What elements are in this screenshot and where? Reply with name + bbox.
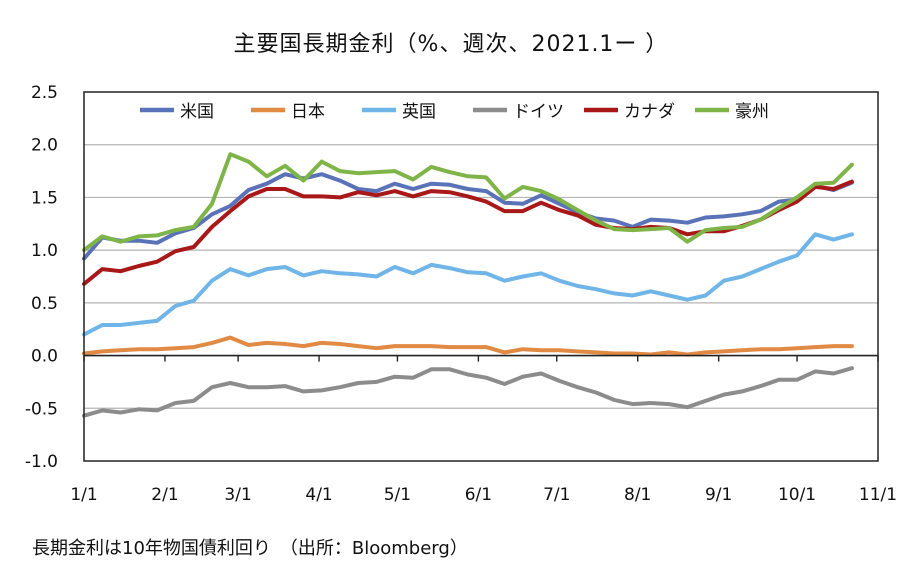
- legend-label-3: 英国: [402, 102, 436, 122]
- y-tick-label: 1.0: [31, 241, 58, 261]
- legend: 米国 日本 英国 ドイツ カナダ 豪州: [140, 101, 769, 122]
- x-tick-label: 2/1: [151, 485, 178, 505]
- x-tick-label: 10/1: [778, 485, 816, 505]
- x-tick-label: 9/1: [705, 485, 732, 505]
- legend-label-5: カナダ: [624, 102, 675, 122]
- y-tick-label: 2.5: [31, 83, 58, 103]
- plot-border: [83, 91, 879, 462]
- x-tick-label: 6/1: [465, 485, 492, 505]
- series-line-5: [82, 179, 854, 286]
- x-tick-label: 5/1: [384, 485, 411, 505]
- series-line-1: [82, 172, 854, 261]
- line-chart: 2.5 2.0 1.5 1.0 0.5 0.0 -0.5 -1.0 1/1 2/1 3/1 4/1 5…: [25, 83, 897, 505]
- x-tick-label: 11/1: [859, 485, 897, 505]
- y-tick-label: 0.0: [31, 347, 58, 367]
- legend-label-4: ドイツ: [513, 102, 564, 122]
- legend-label-1: 米国: [180, 102, 214, 122]
- series-line-4: [82, 366, 854, 418]
- plot-frame: [83, 91, 879, 462]
- gridlines: [84, 144, 878, 409]
- y-tick-label: -1.0: [25, 452, 58, 472]
- y-tick-label: -0.5: [25, 399, 58, 419]
- y-tick-label: 0.5: [31, 294, 58, 314]
- y-axis-tick-labels: 2.5 2.0 1.5 1.0 0.5 0.0 -0.5 -1.0: [25, 83, 58, 472]
- chart-footnote: 長期金利は10年物国債利回り （出所：Bloomberg）: [32, 538, 468, 559]
- x-tick-label: 1/1: [70, 485, 97, 505]
- series-lines: [82, 152, 854, 418]
- x-tick-label: 4/1: [305, 485, 332, 505]
- x-axis-tick-labels: 1/1 2/1 3/1 4/1 5/1 6/1 7/1 8/1 9/1 10/1 11/1: [70, 485, 897, 505]
- legend-label-2: 日本: [291, 102, 325, 122]
- x-tick-label: 8/1: [624, 485, 651, 505]
- series-line-3: [82, 232, 854, 337]
- y-tick-label: 1.5: [31, 188, 58, 208]
- series-line-2: [82, 335, 854, 357]
- series-line-6: [82, 152, 854, 253]
- y-tick-label: 2.0: [31, 136, 58, 156]
- chart-title: 主要国長期金利（%、週次、2021.1ー ）: [233, 32, 669, 57]
- x-tick-label: 7/1: [543, 485, 570, 505]
- x-tick-label: 3/1: [224, 485, 251, 505]
- legend-label-6: 豪州: [735, 101, 769, 122]
